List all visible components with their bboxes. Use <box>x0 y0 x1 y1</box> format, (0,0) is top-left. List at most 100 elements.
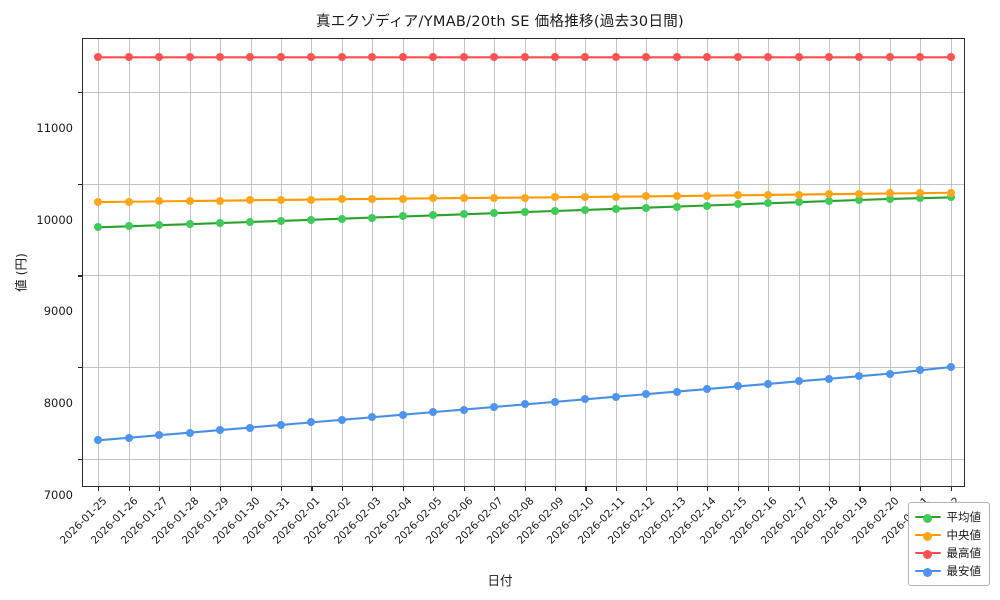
data-point <box>946 53 955 62</box>
gridline-vertical <box>646 39 648 486</box>
data-point <box>216 219 225 228</box>
legend-item-中央値[interactable]: 中央値 <box>914 526 981 544</box>
data-point <box>611 192 620 201</box>
x-tick-mark <box>494 486 496 491</box>
data-point <box>916 53 925 62</box>
data-point <box>520 193 529 202</box>
data-point <box>581 395 590 404</box>
y-axis-tick-labels: 7000 8000 9000 10000 11000 <box>0 38 1000 502</box>
x-tick-mark <box>646 486 648 491</box>
x-axis-tick-labels: 2026-01-25 2026-01-26 2026-01-27 2026-01-28… <box>58 495 965 575</box>
y-tick-mark <box>78 92 83 94</box>
x-tick-mark <box>737 486 739 491</box>
data-point <box>550 397 559 406</box>
data-point <box>490 403 499 411</box>
data-point <box>794 377 803 386</box>
x-tick-mark <box>524 486 526 491</box>
chart-legend: 平均値 中央値 最高値最安値 <box>907 502 990 586</box>
data-point <box>855 196 864 204</box>
data-point <box>946 363 955 372</box>
data-point <box>459 405 468 414</box>
x-tick-mark <box>798 486 800 491</box>
data-point <box>642 53 651 62</box>
y-tick-mark <box>78 183 83 185</box>
legend-marker-icon <box>914 510 941 524</box>
series-lines <box>97 56 952 442</box>
gridline-vertical <box>220 39 221 486</box>
data-point <box>946 188 955 197</box>
data-point <box>246 423 255 432</box>
gridline-vertical <box>554 39 556 486</box>
legend-marker-icon <box>914 564 941 578</box>
data-point <box>155 221 164 230</box>
gridline-vertical <box>707 39 709 486</box>
data-point <box>124 53 133 62</box>
data-point <box>733 191 742 200</box>
data-point <box>885 189 894 198</box>
data-point <box>885 369 894 378</box>
gridline-vertical <box>920 39 922 486</box>
x-tick-mark <box>341 486 343 491</box>
data-point <box>794 53 803 62</box>
gridline-vertical <box>494 39 496 486</box>
data-point <box>490 193 499 202</box>
data-point <box>824 374 833 383</box>
data-point <box>703 53 712 62</box>
data-point <box>764 199 773 208</box>
y-tick-label: 9000 <box>43 304 73 319</box>
data-point <box>916 189 925 198</box>
data-point <box>672 192 681 201</box>
data-point <box>703 191 712 200</box>
legend-item-最安値[interactable]: 最安値 <box>914 562 982 580</box>
x-tick-mark <box>859 486 861 491</box>
y-tick-mark <box>78 367 83 369</box>
x-tick-mark <box>280 486 283 491</box>
data-point <box>216 196 225 205</box>
data-point <box>429 211 438 220</box>
x-tick-mark <box>463 486 465 491</box>
data-point <box>124 222 133 231</box>
data-point <box>155 431 164 440</box>
gridline-vertical <box>524 39 526 486</box>
x-tick-mark <box>220 486 222 491</box>
data-point <box>672 387 681 396</box>
gridline-horizontal <box>83 367 964 368</box>
data-point <box>368 53 377 62</box>
gridline-horizontal <box>83 92 964 94</box>
x-tick-mark <box>585 486 587 491</box>
y-tick-label: 10000 <box>36 212 73 227</box>
data-point <box>611 204 620 213</box>
x-tick-mark <box>554 486 557 491</box>
data-point <box>733 53 742 62</box>
data-point <box>155 53 164 62</box>
data-point <box>337 214 346 223</box>
data-point <box>185 53 194 62</box>
data-point <box>916 366 925 375</box>
data-point <box>246 53 255 62</box>
gridline-vertical <box>128 39 130 486</box>
data-point <box>398 194 407 203</box>
data-point <box>733 382 742 391</box>
data-point <box>124 433 133 442</box>
data-point <box>398 53 407 62</box>
data-point <box>672 202 681 211</box>
x-tick-mark <box>128 486 130 491</box>
x-tick-mark <box>950 486 952 491</box>
x-tick-mark <box>98 486 100 491</box>
gridline-vertical <box>402 39 404 486</box>
x-tick-mark <box>433 486 435 491</box>
data-point <box>307 215 316 224</box>
gridline-vertical <box>463 39 465 486</box>
legend-label: 最安値 <box>946 564 982 578</box>
legend-item-平均値[interactable]: 平均値 <box>914 508 981 526</box>
legend-item-最高値[interactable]: 最高値 <box>914 544 981 562</box>
x-axis-label: 日付 <box>487 573 513 588</box>
grid-layer <box>78 39 964 491</box>
y-tick-label: 11000 <box>36 121 73 136</box>
data-point <box>276 420 285 429</box>
data-point <box>368 194 377 203</box>
y-tick-mark <box>78 458 83 460</box>
data-point <box>307 195 316 204</box>
gridline-vertical <box>433 39 435 486</box>
